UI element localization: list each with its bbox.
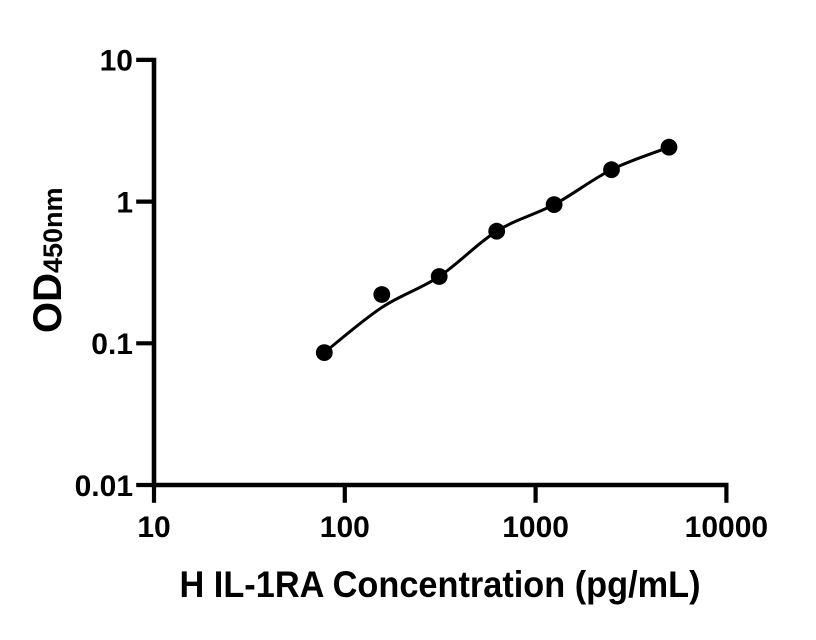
y-tick-label: 10 [100,45,133,78]
y-axis-title-main: OD [26,273,70,333]
y-axis-title-subscript: 450nm [38,187,68,273]
x-tick-label: 1000 [502,511,569,544]
fit-curve-line [322,145,671,355]
x-tick-label: 100 [320,511,370,544]
x-tick-label: 10 [137,511,170,544]
data-point [430,268,448,285]
x-tick-label: 10000 [685,511,768,544]
y-tick-label: 0.01 [75,470,133,503]
data-point [660,138,678,156]
y-tick-label: 1 [116,186,133,219]
y-tick-label: 0.1 [91,328,133,361]
data-point [488,222,506,240]
data-point [373,286,391,303]
data-point [315,344,333,361]
x-axis-title: H IL-1RA Concentration (pg/mL) [180,564,701,605]
data-point [545,196,563,214]
y-axis-title: OD450nm [26,187,70,333]
data-point [603,161,620,179]
